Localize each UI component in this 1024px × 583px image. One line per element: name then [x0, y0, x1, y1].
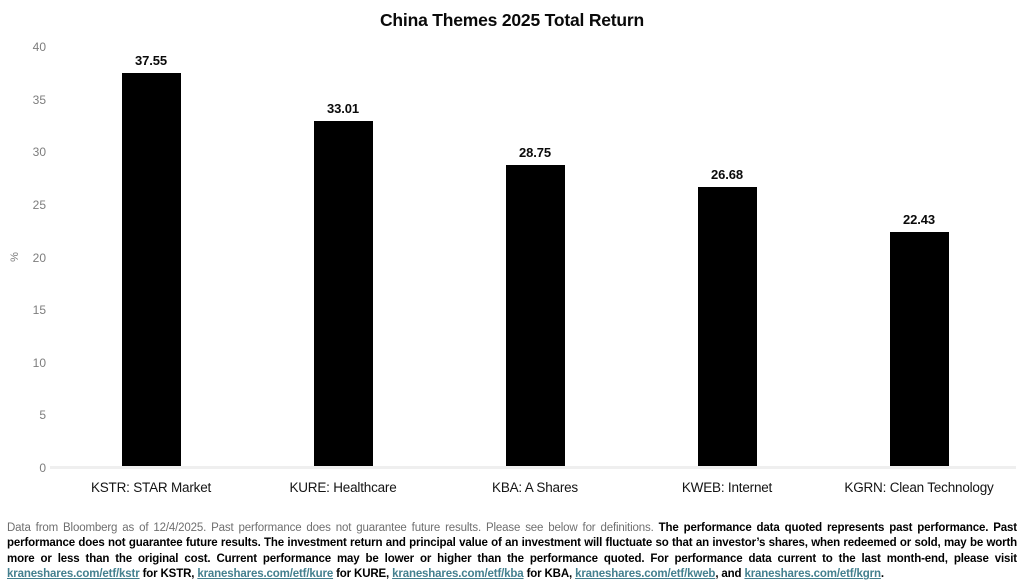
y-tick-label: 30	[32, 145, 46, 160]
bar-slot: 28.75	[439, 47, 631, 468]
bar-slot: 33.01	[247, 47, 439, 468]
footer-link-separator-text: .	[880, 568, 884, 581]
x-axis-category-label: KGRN: Clean Technology	[844, 480, 994, 495]
footer-link-separator-text: for KURE,	[333, 568, 393, 581]
x-axis-baseline	[50, 466, 1016, 469]
footer-link-separator-text: , and	[715, 568, 745, 581]
footer-link[interactable]: kraneshares.com/etf/kstr	[7, 568, 140, 581]
bar-slot: 26.68	[631, 47, 823, 468]
footer-link[interactable]: kraneshares.com/etf/kure	[197, 568, 334, 581]
y-axis-ticks: 0 5 10 15 20 25 30 35 40	[0, 40, 46, 475]
bar: 37.55	[121, 53, 181, 468]
y-tick-label: 15	[32, 303, 46, 318]
chart-title: China Themes 2025 Total Return	[379, 10, 645, 30]
plot-area: 37.55 33.01 28.75 26.68 22.43	[55, 47, 1015, 468]
bar: 22.43	[889, 212, 949, 468]
bar: 26.68	[697, 167, 757, 468]
x-axis-category-label: KBA: A Shares	[492, 480, 578, 495]
bar-slot: 22.43	[823, 47, 1015, 468]
bar-value-label: 28.75	[518, 145, 552, 161]
footer-links: kraneshares.com/etf/kstr for KSTR, krane…	[7, 568, 884, 580]
x-axis-category-label: KSTR: STAR Market	[90, 480, 212, 495]
x-axis-category-label: KURE: Healthcare	[289, 480, 397, 495]
footer-link-separator-text: for KSTR,	[139, 568, 198, 581]
bar-value-label: 33.01	[326, 100, 360, 116]
y-tick-label: 5	[39, 408, 46, 423]
footer-performance-disclaimer: The performance data quoted represents p…	[7, 521, 1017, 565]
bar-value-label: 26.68	[710, 167, 744, 183]
y-tick-label: 10	[32, 355, 46, 370]
bar-value-label: 37.55	[134, 52, 168, 68]
y-tick-label: 0	[39, 461, 46, 475]
bar-slot: 37.55	[55, 47, 247, 468]
footer-link[interactable]: kraneshares.com/etf/kgrn	[744, 568, 881, 581]
y-tick-label: 20	[32, 250, 46, 265]
footer-source-text: Data from Bloomberg as of 12/4/2025. Pas…	[7, 521, 659, 534]
y-tick-label: 40	[32, 40, 46, 54]
footer-link-separator-text: for KBA,	[523, 568, 576, 581]
footer-disclaimer: Data from Bloomberg as of 12/4/2025. Pas…	[7, 521, 1017, 583]
x-axis-labels: KSTR: STAR Market KURE: Healthcare KBA: A …	[55, 480, 1015, 495]
bar: 33.01	[313, 101, 373, 468]
footer-link[interactable]: kraneshares.com/etf/kba	[392, 568, 524, 581]
bar: 28.75	[505, 145, 565, 468]
x-axis-category-label: KWEB: Internet	[681, 480, 773, 495]
footer-link[interactable]: kraneshares.com/etf/kweb	[575, 568, 716, 581]
y-tick-label: 25	[32, 197, 46, 212]
bar-value-label: 22.43	[902, 211, 936, 227]
y-tick-label: 35	[32, 92, 46, 107]
